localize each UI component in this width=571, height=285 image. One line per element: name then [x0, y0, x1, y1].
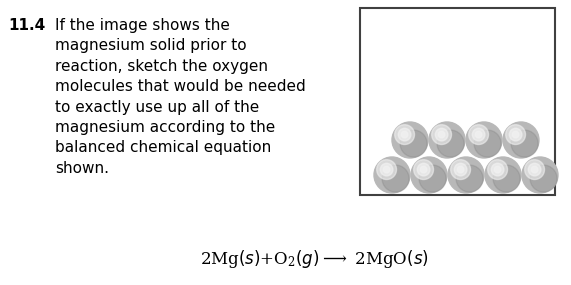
Circle shape: [466, 122, 502, 158]
Circle shape: [457, 166, 464, 173]
Circle shape: [435, 128, 448, 141]
Circle shape: [476, 131, 482, 138]
Circle shape: [485, 157, 521, 193]
Circle shape: [532, 166, 538, 173]
Circle shape: [474, 130, 501, 157]
Circle shape: [512, 131, 519, 138]
Circle shape: [455, 163, 467, 176]
Circle shape: [420, 166, 427, 173]
Circle shape: [493, 165, 520, 192]
Circle shape: [456, 165, 483, 192]
Text: If the image shows the
magnesium solid prior to
reaction, sketch the oxygen
mole: If the image shows the magnesium solid p…: [55, 18, 305, 176]
Circle shape: [494, 166, 501, 173]
Bar: [360, 8, 555, 195]
Circle shape: [451, 160, 471, 180]
Circle shape: [419, 165, 446, 192]
Circle shape: [414, 160, 433, 180]
Circle shape: [377, 160, 396, 180]
Circle shape: [395, 125, 415, 144]
Circle shape: [429, 122, 465, 158]
Circle shape: [374, 157, 410, 193]
Circle shape: [399, 128, 411, 141]
Circle shape: [437, 130, 464, 157]
Text: 11.4: 11.4: [8, 18, 45, 33]
Circle shape: [382, 165, 409, 192]
Circle shape: [383, 166, 390, 173]
Circle shape: [525, 160, 545, 180]
Circle shape: [503, 122, 539, 158]
Circle shape: [491, 163, 504, 176]
Circle shape: [472, 128, 485, 141]
Circle shape: [392, 122, 428, 158]
Text: $\mathregular{2Mg}$$\mathit{(s)}$$\mathregular{ + O_2}$$\mathit{(g)}$$\mathregul: $\mathregular{2Mg}$$\mathit{(s)}$$\mathr…: [200, 248, 429, 270]
Circle shape: [469, 125, 489, 144]
Circle shape: [488, 160, 508, 180]
Circle shape: [411, 157, 447, 193]
Circle shape: [417, 163, 430, 176]
Circle shape: [448, 157, 484, 193]
Circle shape: [380, 163, 393, 176]
Circle shape: [528, 163, 541, 176]
Circle shape: [506, 125, 525, 144]
Circle shape: [511, 130, 538, 157]
Circle shape: [401, 131, 408, 138]
Circle shape: [522, 157, 558, 193]
Circle shape: [400, 130, 427, 157]
Circle shape: [530, 165, 557, 192]
Circle shape: [509, 128, 522, 141]
Circle shape: [432, 125, 452, 144]
Circle shape: [439, 131, 445, 138]
